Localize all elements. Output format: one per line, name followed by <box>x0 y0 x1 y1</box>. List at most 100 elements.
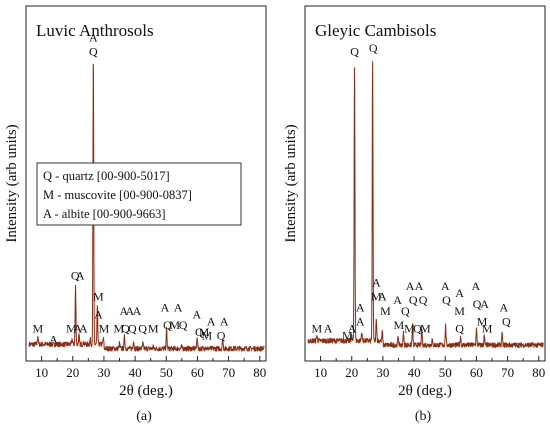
panel-a-legend-entry: M - muscovite [00-900-0837] <box>43 188 192 202</box>
panel-a-peak-label: M <box>66 322 77 336</box>
panel-b-peak-label: A <box>455 286 464 300</box>
panel-a-peak-label: Q <box>138 322 147 336</box>
panel-a-x-tick-label: 60 <box>191 365 204 380</box>
panel-a-peak-label: M <box>148 322 159 336</box>
panel-b-peak-label: Q <box>409 293 418 307</box>
panel-a-peak-label: A <box>89 31 98 45</box>
panel-b-peak-label: Q <box>419 293 428 307</box>
panel-b-peak-label: Q <box>442 293 451 307</box>
panel-a-peak-label: A <box>94 307 103 321</box>
panel-a-peak-label: A <box>133 304 142 318</box>
panel-b-peak-label: Q <box>455 322 464 336</box>
panel-a-peak-label: A <box>192 307 201 321</box>
panel-b-peak-label: M <box>482 322 493 336</box>
panel-a-peak-label: A <box>174 300 183 314</box>
panel-a: 10 20 30 40 50 60 70 80 2θ (deg.) Intensity (arb … <box>4 5 267 424</box>
panel-a-title: Luvic Anthrosols <box>36 21 154 40</box>
panel-a-peak-label: Q <box>89 45 98 59</box>
panel-b-peak-label: M <box>454 304 465 318</box>
panel-b-peak-label: A <box>415 279 424 293</box>
panel-a-peak-label: M <box>99 322 110 336</box>
panel-a-peak-label: A <box>73 322 82 336</box>
panel-b-x-tick-label: 40 <box>408 365 421 380</box>
panel-a-peak-label: M <box>169 318 180 332</box>
panel-b-peak-label: M <box>393 318 404 332</box>
panel-a-peak-label: Q <box>217 329 226 343</box>
panel-b-peak-label: M <box>420 322 431 336</box>
panel-a-peak-label: A <box>49 332 58 346</box>
panel-b-peak-label: A <box>348 322 357 336</box>
panel-b-title: Gleyic Cambisols <box>315 21 436 40</box>
panel-b-peak-label: Q <box>413 322 422 336</box>
panel-b-peak-label: Q <box>401 304 410 318</box>
panel-b-peak-label: M <box>342 329 353 343</box>
panel-b-x-tick-label: 80 <box>532 365 545 380</box>
panel-a-peak-label: Q <box>71 268 80 282</box>
panel-a-peak-label: M <box>33 322 44 336</box>
panel-b-peak-label: M <box>404 322 415 336</box>
panel-b-peak-label: A <box>480 297 489 311</box>
panel-b-x-tick-label: 30 <box>376 365 389 380</box>
panel-b-peak-label: M <box>477 315 488 329</box>
panel-b-peak-label: A <box>393 293 402 307</box>
panel-a-x-tick-label: 70 <box>222 365 235 380</box>
panel-b-x-tick-label: 10 <box>314 365 327 380</box>
panel-b-peak-label: A <box>356 300 365 314</box>
panel-b-peak-label: Q <box>502 315 511 329</box>
panel-b-peak-label: A <box>356 315 365 329</box>
panel-b-peak-label: A <box>378 290 387 304</box>
panel-a-peak-label: A <box>125 304 134 318</box>
panel-a-legend-entry: Q - quartz [00-900-5017] <box>43 169 170 183</box>
panel-a-x-tick-label: 20 <box>66 365 79 380</box>
panel-b-peak-label: Q <box>350 45 359 59</box>
panel-b-peak-label: Q <box>369 41 378 55</box>
panel-b-xrd-pattern-line <box>307 61 544 348</box>
panel-a-y-axis-label: Intensity (arb units) <box>4 124 20 242</box>
panel-a-peak-label: Q <box>128 322 137 336</box>
panel-a-x-tick-label: 80 <box>253 365 266 380</box>
panel-a-peak-label: M <box>199 325 210 339</box>
panel-a-peak-label: Q <box>179 318 188 332</box>
panel-b-x-tick-label: 60 <box>470 365 483 380</box>
panel-a-peak-label: A <box>120 304 129 318</box>
panel-a-peak-label: Q <box>163 318 172 332</box>
panel-a-peak-label: A <box>76 268 85 282</box>
panel-a-peak-label: Q <box>121 322 130 336</box>
panel-b-plot-frame <box>304 5 546 362</box>
panel-b-x-axis-label: 2θ (deg.) <box>398 383 452 399</box>
panel-a-x-tick-label: 50 <box>160 365 173 380</box>
panel-b-peak-label: A <box>471 279 480 293</box>
panel-b-y-axis-label: Intensity (arb units) <box>283 124 299 242</box>
panel-a-peak-label: A <box>79 322 88 336</box>
panel-a-peak-label: A <box>207 315 216 329</box>
panel-a-peak-label: Q <box>195 325 204 339</box>
panel-a-xrd-pattern-line <box>28 63 265 352</box>
panel-b-caption: (b) <box>415 409 432 424</box>
panel-b: 10 20 30 40 50 60 70 80 2θ (deg.) Intensity (arb … <box>283 5 546 424</box>
panel-a-peak-label: M <box>93 290 104 304</box>
panel-b-x-tick-label: 20 <box>345 365 358 380</box>
panel-b-peak-label: A <box>406 279 415 293</box>
panel-b-peak-label: Q <box>473 297 482 311</box>
panel-b-peak-label: M <box>371 290 382 304</box>
panel-a-x-axis-label: 2θ (deg.) <box>119 383 173 399</box>
panel-a-legend-entry: A - albite [00-900-9663] <box>43 207 166 221</box>
panel-a-x-tick-label: 40 <box>129 365 142 380</box>
panel-a-peak-label: M <box>201 329 212 343</box>
panel-a-peak-label: M <box>114 322 125 336</box>
panel-a-x-tick-label: 10 <box>35 365 48 380</box>
panel-b-peak-label: A <box>372 275 381 289</box>
panel-a-peak-label: A <box>161 300 170 314</box>
panel-a-peak-label: A <box>220 315 229 329</box>
panel-a-legend <box>36 162 242 226</box>
panel-b-x-tick-label: 70 <box>501 365 514 380</box>
panel-a-x-tick-label: 30 <box>97 365 110 380</box>
panel-b-x-tick-label: 50 <box>439 365 452 380</box>
panel-b-peak-label: M <box>380 304 391 318</box>
panel-b-peak-label: A <box>441 279 450 293</box>
panel-b-peak-label: A <box>500 300 509 314</box>
panel-a-caption: (a) <box>136 409 152 424</box>
panel-b-peak-label: M <box>312 322 323 336</box>
